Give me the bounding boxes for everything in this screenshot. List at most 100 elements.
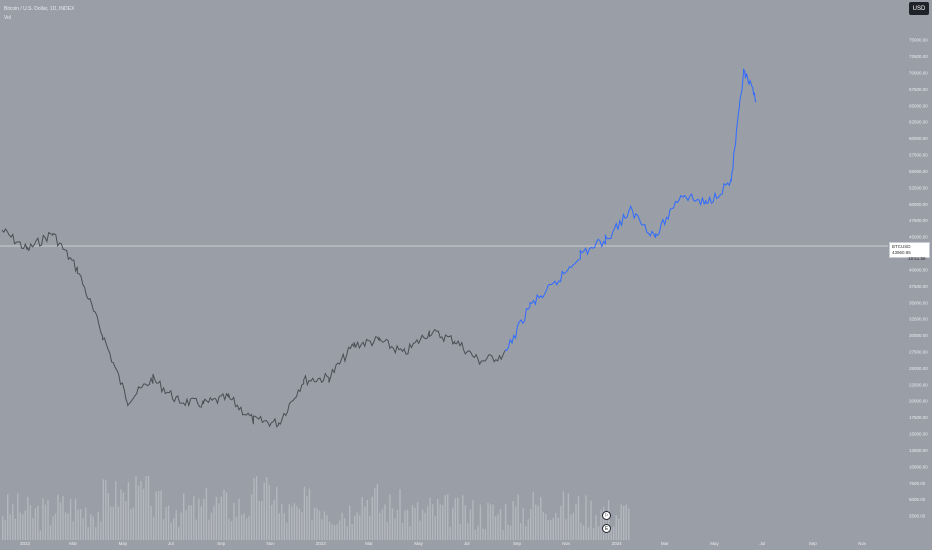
price-axis-label: 40000.00 [909, 267, 928, 272]
volume-bar [426, 506, 429, 540]
volume-bar [44, 504, 47, 540]
volume-bar [424, 512, 426, 540]
dividend-flag-icon[interactable]: ⚐ [602, 511, 611, 520]
volume-bar [499, 509, 502, 540]
volume-bar [97, 511, 99, 540]
volume-bar [406, 509, 409, 540]
volume-bar [592, 527, 595, 540]
volume-bar [550, 520, 552, 540]
volume-bar [32, 518, 34, 540]
price-axis-label: 12500.00 [909, 448, 928, 453]
volume-bar [24, 510, 26, 540]
currency-button[interactable]: USD [909, 2, 929, 15]
volume-bar [454, 498, 456, 540]
volume-bar [135, 475, 137, 540]
volume-bar [281, 504, 283, 540]
price-axis[interactable]: 75000.00 72500.00 70000.00 67500.00 65000.00… [909, 38, 928, 519]
volume-bar [183, 493, 185, 540]
volume-bar [85, 507, 87, 540]
volume-bar [145, 476, 147, 540]
volume-bar [127, 482, 130, 540]
price-axis-label: 20000.00 [909, 399, 928, 404]
volume-indicator-label[interactable]: Vol [4, 15, 11, 21]
volume-bar [597, 526, 600, 540]
volume-bar [517, 494, 519, 540]
volume-bar [444, 495, 446, 540]
volume-bar [333, 525, 336, 540]
projection-price-line [504, 68, 757, 352]
price-axis-label: 30000.00 [909, 333, 928, 338]
price-axis-label: 70000.00 [909, 71, 928, 76]
volume-bar [615, 515, 617, 540]
symbol-title: Bitcoin / U.S. Dollar, 1D, INDEX [4, 6, 75, 12]
volume-bar [530, 508, 532, 540]
volume-bar [580, 522, 582, 540]
volume-bar [130, 509, 132, 540]
volume-bar [298, 508, 301, 540]
volume-bar [271, 504, 273, 540]
volume-bar [577, 495, 580, 540]
volume-bar [482, 528, 484, 540]
volume-bar [442, 505, 444, 540]
volume-bar [266, 477, 268, 540]
volume-bar [437, 498, 439, 540]
volume-bar [582, 525, 585, 540]
volume-bar [27, 496, 29, 540]
volume-bar [381, 509, 384, 540]
price-axis-label: 5000.00 [909, 497, 926, 502]
time-axis-label: May [119, 541, 128, 546]
volume-bar [152, 516, 155, 540]
time-axis-label: Sep [217, 541, 226, 546]
time-axis-label: Mar [69, 541, 77, 546]
volume-bar [525, 526, 527, 540]
volume-bar [514, 506, 517, 540]
volume-bar [469, 509, 472, 540]
volume-bar [12, 504, 14, 540]
volume-bar [296, 506, 298, 540]
volume-bar [37, 505, 39, 540]
volume-bar [399, 489, 401, 540]
price-axis-label: 47500.00 [909, 218, 928, 223]
volume-bar [120, 489, 122, 540]
volume-bar [64, 512, 67, 540]
time-axis-label: Sep [809, 541, 818, 546]
volume-bar [306, 496, 308, 540]
volume-bar [195, 519, 197, 540]
volume-bar [190, 505, 192, 540]
volume-bar [411, 505, 414, 540]
volume-bar [595, 515, 597, 540]
volume-bar [489, 504, 492, 540]
volume-bar [449, 526, 451, 540]
price-tag-countdown: 19:51:56 [908, 256, 926, 261]
volume-bar [213, 506, 215, 540]
volume-bar [77, 509, 79, 540]
price-axis-label: 50000.00 [909, 202, 928, 207]
volume-bar [276, 487, 278, 540]
volume-bar [391, 508, 394, 540]
volume-bar [394, 518, 396, 540]
volume-bar [125, 501, 127, 540]
volume-bar [69, 498, 72, 540]
volume-bar [409, 526, 411, 540]
volume-bar [439, 504, 441, 540]
volume-bar [147, 475, 150, 540]
volume-bar [366, 500, 368, 540]
volume-bar [173, 518, 175, 540]
volume-bar [338, 520, 341, 540]
volume-bar [484, 529, 487, 540]
volume-bar [404, 510, 406, 540]
volume-bar [235, 516, 238, 540]
volume-bar [2, 516, 4, 540]
time-axis-label: Nov [562, 541, 571, 546]
time-axis[interactable]: 2022 Mar May Jul Sep Nov 2023 Mar May Jul Sep Nov 20… [20, 541, 867, 546]
volume-bar [223, 489, 225, 540]
volume-bar [110, 506, 112, 540]
volume-bar [452, 507, 454, 540]
volume-bar [341, 512, 343, 540]
volume-bar [590, 500, 592, 540]
volume-bar [238, 498, 240, 540]
volume-bar [92, 516, 94, 540]
earnings-icon[interactable]: E [602, 524, 611, 533]
volume-bar [39, 530, 42, 540]
